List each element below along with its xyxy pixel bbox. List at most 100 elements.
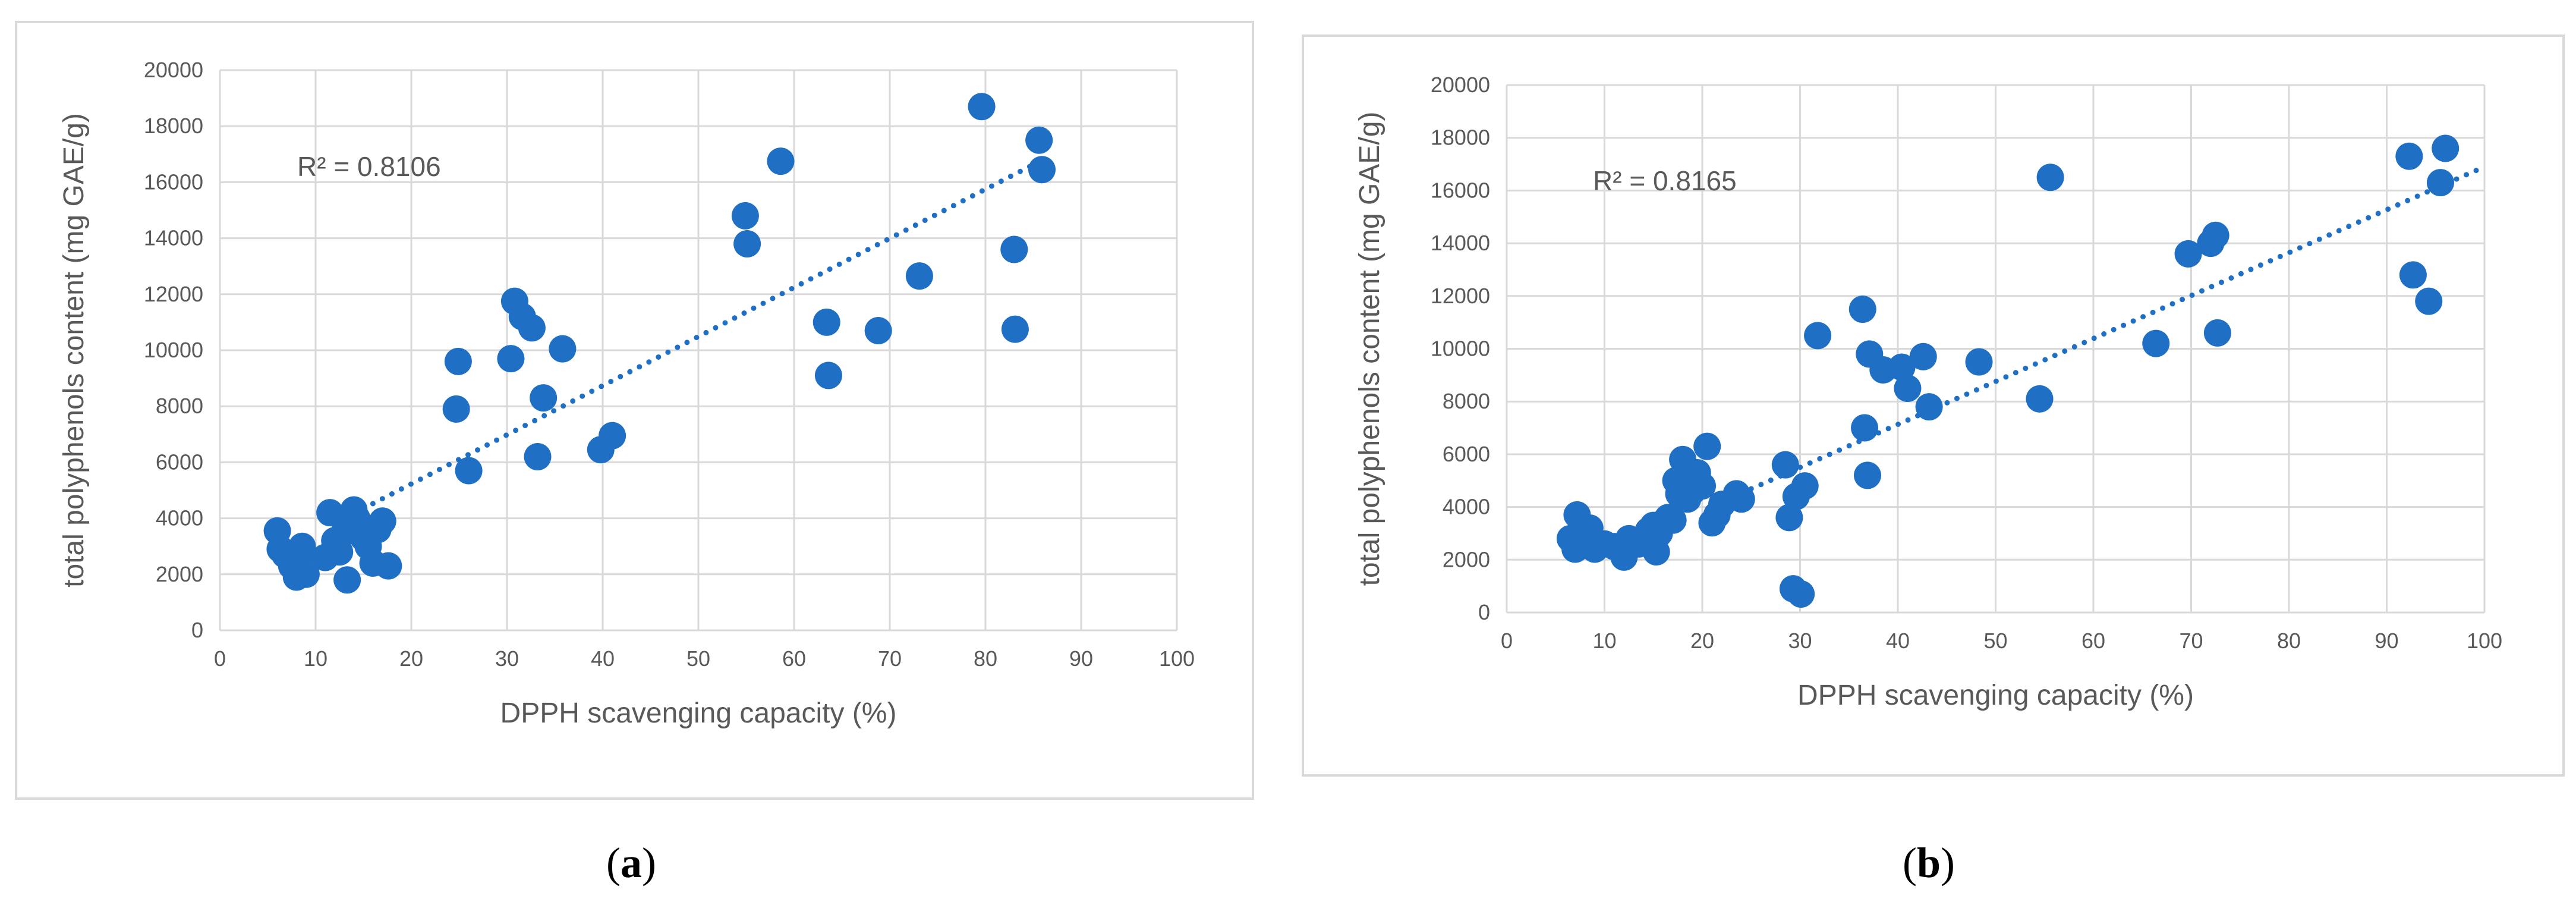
y-tick-label-b: 18000 — [1431, 125, 1490, 150]
data-point-a — [524, 442, 552, 470]
x-axis-label-a: DPPH scavenging capacity (%) — [500, 698, 897, 729]
y-tick-label-a: 4000 — [156, 506, 203, 530]
data-point-a — [767, 147, 795, 175]
y-tick-label-a: 6000 — [156, 450, 203, 474]
x-tick-label-a: 90 — [1069, 646, 1093, 671]
panel-label-close-b: ) — [1941, 839, 1955, 887]
panel-label-open-a: ( — [606, 839, 621, 887]
y-tick-label-b: 20000 — [1431, 73, 1490, 97]
data-point-b — [2395, 142, 2423, 170]
data-point-b — [2432, 134, 2460, 162]
panel-label-open-b: ( — [1902, 839, 1917, 887]
data-point-b — [1791, 472, 1819, 500]
y-tick-label-b: 14000 — [1431, 231, 1490, 255]
y-tick-label-b: 16000 — [1431, 178, 1490, 202]
data-point-a — [518, 314, 546, 342]
data-point-a — [1001, 315, 1029, 343]
data-point-a — [733, 230, 761, 258]
data-point-b — [1888, 353, 1916, 381]
data-point-a — [530, 384, 558, 412]
y-tick-label-b: 0 — [1478, 600, 1490, 624]
trendline-a — [341, 157, 1046, 522]
x-tick-label-b: 0 — [1501, 629, 1513, 653]
data-point-b — [1909, 343, 1937, 370]
data-point-a — [455, 457, 483, 485]
data-point-b — [1894, 375, 1922, 403]
x-tick-label-a: 0 — [214, 646, 226, 671]
data-point-a — [333, 566, 361, 594]
y-tick-label-a: 14000 — [144, 226, 203, 250]
data-point-a — [549, 335, 577, 363]
data-point-b — [1659, 506, 1687, 534]
data-point-b — [2202, 221, 2229, 249]
y-tick-label-a: 12000 — [144, 282, 203, 306]
x-tick-label-a: 70 — [878, 646, 902, 671]
x-tick-label-a: 50 — [686, 646, 710, 671]
data-point-a — [1028, 156, 1056, 184]
data-point-a — [1025, 126, 1053, 154]
data-point-b — [2026, 385, 2054, 413]
data-point-b — [2142, 329, 2170, 357]
x-tick-label-b: 40 — [1886, 629, 1910, 653]
data-point-b — [1787, 580, 1815, 608]
data-point-a — [968, 93, 996, 121]
y-tick-label-b: 2000 — [1443, 547, 1490, 571]
data-point-b — [2203, 319, 2231, 347]
x-tick-label-b: 30 — [1788, 629, 1812, 653]
panel-label-a: (a) — [542, 838, 720, 888]
y-axis-label-a: total polyphenols content (mg GAE/g) — [58, 113, 90, 588]
r-squared-annotation-a: R² = 0.8106 — [297, 151, 441, 182]
y-tick-label-b: 4000 — [1443, 495, 1490, 519]
data-point-b — [2036, 164, 2064, 191]
x-tick-label-a: 30 — [495, 646, 519, 671]
y-tick-label-a: 18000 — [144, 114, 203, 138]
data-point-a — [731, 202, 759, 230]
x-tick-label-b: 90 — [2375, 629, 2398, 653]
y-tick-label-a: 10000 — [144, 338, 203, 362]
data-point-a — [288, 532, 316, 560]
x-tick-label-b: 70 — [2179, 629, 2203, 653]
panel-label-close-a: ) — [642, 839, 656, 887]
y-axis-label-b: total polyphenols content (mg GAE/g) — [1354, 112, 1385, 586]
trendline-b — [1719, 164, 2487, 505]
x-tick-label-a: 80 — [974, 646, 997, 671]
y-tick-label-a: 20000 — [144, 58, 203, 82]
panel-label-b: (b) — [1840, 838, 2018, 888]
data-point-a — [864, 317, 892, 345]
data-point-b — [1771, 451, 1799, 479]
y-tick-label-a: 16000 — [144, 169, 203, 194]
data-point-b — [2426, 169, 2454, 197]
data-point-b — [1775, 504, 1803, 532]
data-point-a — [814, 362, 842, 389]
x-tick-label-b: 20 — [1690, 629, 1714, 653]
data-point-a — [1000, 235, 1028, 263]
data-point-b — [1848, 295, 1876, 323]
x-tick-label-b: 10 — [1592, 629, 1616, 653]
y-tick-label-b: 12000 — [1431, 284, 1490, 308]
x-axis-label-b: DPPH scavenging capacity (%) — [1797, 680, 2194, 711]
x-tick-label-b: 50 — [1983, 629, 2007, 653]
data-point-a — [316, 499, 344, 527]
data-point-a — [813, 308, 840, 336]
data-point-b — [1689, 472, 1716, 500]
data-point-a — [369, 507, 396, 535]
data-point-a — [292, 560, 320, 588]
data-point-a — [905, 262, 933, 290]
x-tick-label-a: 20 — [399, 646, 423, 671]
data-point-b — [1854, 461, 1882, 489]
y-tick-label-a: 8000 — [156, 394, 203, 418]
data-point-b — [2174, 240, 2202, 268]
y-tick-label-a: 2000 — [156, 562, 203, 586]
data-point-a — [497, 345, 525, 373]
data-point-a — [442, 395, 470, 423]
x-tick-label-a: 40 — [591, 646, 615, 671]
data-point-b — [1804, 322, 1832, 350]
x-tick-label-b: 100 — [2467, 629, 2502, 653]
data-point-b — [2399, 261, 2427, 289]
data-point-b — [1851, 414, 1879, 442]
data-point-b — [1727, 485, 1755, 513]
panel-label-letter-b: b — [1916, 839, 1941, 887]
r-squared-annotation-b: R² = 0.8165 — [1593, 165, 1737, 196]
data-point-b — [1965, 348, 1993, 376]
